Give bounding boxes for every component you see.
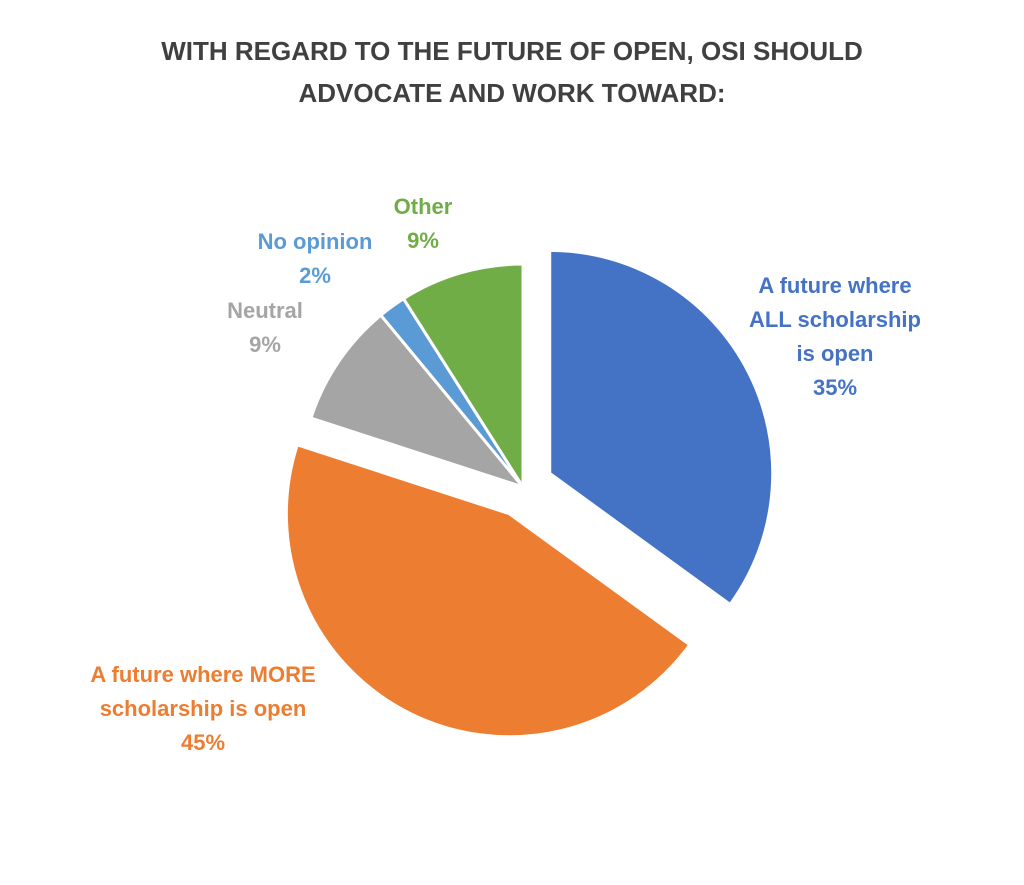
slice-label-line-no-opinion: No opinion (258, 229, 373, 254)
slice-value-more-open: 45% (181, 730, 225, 755)
pie-labels: A future where ALL scholarship is open 35%A… (90, 194, 921, 755)
slice-label-line-all-open: is open (796, 341, 873, 366)
chart-title-line-2: ADVOCATE AND WORK TOWARD: (298, 78, 726, 108)
slice-label-line-other: Other (394, 194, 453, 219)
pie-slice-more-open (284, 443, 692, 739)
slice-label-line-all-open: ALL scholarship (749, 307, 921, 332)
chart-title: WITH REGARD TO THE FUTURE OF OPEN, OSI S… (0, 30, 1024, 114)
slice-label-line-neutral: Neutral (227, 298, 303, 323)
slice-label-no-opinion: No opinion 2% (258, 229, 373, 288)
chart-title-line-1: WITH REGARD TO THE FUTURE OF OPEN, OSI S… (161, 36, 863, 66)
slice-label-line-all-open: A future where (758, 273, 911, 298)
slice-label-line-more-open: A future where MORE (90, 662, 315, 687)
slice-label-line-more-open: scholarship is open (100, 696, 307, 721)
pie-slice-other (402, 262, 525, 489)
slice-value-neutral: 9% (249, 332, 281, 357)
slice-value-all-open: 35% (813, 375, 857, 400)
slice-label-neutral: Neutral 9% (227, 298, 303, 357)
pie-slice-neutral (309, 313, 525, 489)
slice-label-other: Other 9% (394, 194, 453, 253)
pie-slice-all-open (548, 248, 775, 606)
slice-label-more-open: A future where MORE scholarship is open 45… (90, 662, 315, 755)
slice-value-other: 9% (407, 228, 439, 253)
slice-label-all-open: A future where ALL scholarship is open 35% (749, 273, 921, 400)
pie-slices (284, 248, 775, 739)
slice-value-no-opinion: 2% (299, 263, 331, 288)
